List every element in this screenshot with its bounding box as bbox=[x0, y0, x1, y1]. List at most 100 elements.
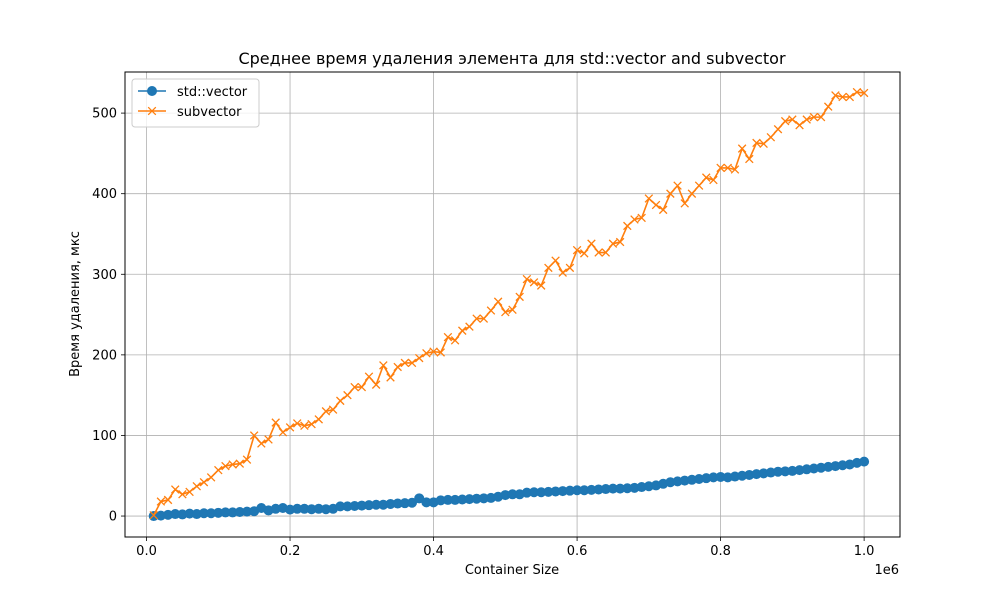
subvector-point bbox=[321, 407, 331, 416]
std-vector-point bbox=[407, 497, 418, 508]
x-tick-label: 0.8 bbox=[710, 544, 731, 559]
subvector-point bbox=[615, 237, 625, 247]
subvector-point bbox=[292, 419, 302, 428]
subvector-point bbox=[379, 361, 388, 370]
subvector-point bbox=[723, 163, 733, 173]
subvector-point bbox=[278, 427, 288, 437]
subvector-point bbox=[623, 221, 632, 231]
subvector-point bbox=[673, 181, 682, 190]
subvector-point bbox=[393, 362, 402, 372]
subvector-point bbox=[773, 124, 783, 134]
subvector-point bbox=[601, 248, 611, 257]
subvector-point bbox=[199, 477, 209, 487]
subvector-point bbox=[414, 353, 424, 363]
subvector-point bbox=[816, 112, 826, 122]
subvector-point bbox=[300, 421, 309, 431]
subvector-point bbox=[170, 485, 180, 494]
subvector-point bbox=[242, 455, 252, 464]
subvector-point bbox=[178, 490, 187, 499]
subvector-point bbox=[443, 332, 453, 342]
subvector-point bbox=[479, 314, 489, 323]
subvector-point bbox=[328, 405, 338, 414]
subvector-point bbox=[192, 481, 202, 491]
y-axis-label: Время удаления, мкс bbox=[68, 231, 83, 377]
y-tick-label: 500 bbox=[92, 107, 117, 122]
subvector-point bbox=[766, 133, 776, 142]
subvector-point bbox=[249, 431, 259, 440]
subvector-point bbox=[314, 415, 324, 424]
subvector-point bbox=[429, 347, 438, 356]
x-tick-label: 1.0 bbox=[854, 544, 875, 559]
subvector-point bbox=[544, 263, 553, 273]
subvector-point bbox=[716, 163, 725, 173]
subvector-point bbox=[666, 189, 675, 198]
subvector-point bbox=[579, 249, 589, 258]
subvector-point bbox=[458, 326, 467, 335]
y-tick-label: 400 bbox=[92, 187, 117, 202]
axis-ticks: 0.0 0.2 0.4 0.6 0.8 1.0 0 100 200 300 400 500 bbox=[92, 107, 874, 559]
subvector-point bbox=[831, 91, 840, 100]
legend: std::vector subvector bbox=[131, 78, 260, 128]
y-tick-label: 100 bbox=[92, 429, 117, 444]
subvector-point bbox=[371, 380, 381, 389]
legend-marker-std-vector bbox=[147, 86, 157, 96]
std-vector-point bbox=[859, 456, 870, 467]
series-std-vector bbox=[148, 456, 870, 522]
subvector-point bbox=[515, 292, 524, 302]
subvector-point bbox=[780, 116, 790, 126]
subvector-point bbox=[522, 274, 532, 284]
subvector-point bbox=[587, 239, 596, 248]
x-axis-label: Container Size bbox=[465, 563, 559, 578]
subvector-point bbox=[221, 461, 230, 471]
x-offset-label: 1e6 bbox=[874, 563, 899, 578]
subvector-point bbox=[823, 102, 833, 111]
legend-markers bbox=[138, 86, 166, 116]
subvector-point bbox=[745, 154, 754, 164]
subvector-point bbox=[206, 473, 216, 482]
x-tick-label: 0.4 bbox=[423, 544, 444, 559]
subvector-point bbox=[536, 281, 546, 290]
subvector-point bbox=[752, 138, 761, 148]
subvector-point bbox=[357, 382, 367, 392]
subvector-point bbox=[486, 306, 496, 315]
subvector-point bbox=[285, 423, 295, 432]
subvector-point bbox=[228, 460, 237, 469]
subvector-point bbox=[307, 419, 316, 429]
subvector-point bbox=[838, 92, 847, 102]
subvector-point bbox=[364, 372, 374, 381]
legend-label-std-vector: std::vector bbox=[177, 85, 248, 100]
subvector-point bbox=[472, 314, 481, 323]
chart-title: Среднее время удаления элемента для std:… bbox=[238, 49, 785, 68]
subvector-point bbox=[436, 348, 446, 357]
plot-frame bbox=[124, 71, 901, 538]
subvector-point bbox=[407, 358, 417, 368]
subvector-point bbox=[701, 173, 711, 182]
subvector-point bbox=[450, 336, 460, 345]
subvector-point bbox=[235, 459, 245, 468]
subvector-point bbox=[709, 175, 718, 185]
subvector-point bbox=[214, 465, 223, 475]
subvector-point bbox=[565, 263, 575, 273]
subvector-point bbox=[637, 213, 646, 223]
series-subvector bbox=[149, 87, 869, 520]
y-tick-label: 200 bbox=[92, 348, 117, 363]
subvector-point bbox=[859, 88, 869, 98]
subvector-point bbox=[644, 194, 654, 203]
subvector-point bbox=[343, 390, 352, 400]
subvector-point bbox=[264, 435, 273, 444]
subvector-point bbox=[551, 256, 560, 265]
subvector-point bbox=[163, 495, 173, 505]
subvector-point bbox=[788, 115, 797, 124]
subvector-point bbox=[608, 239, 618, 248]
subvector-point bbox=[658, 205, 668, 215]
subvector-point bbox=[350, 382, 359, 392]
subvector-point bbox=[156, 497, 166, 506]
subvector-point bbox=[422, 348, 431, 358]
legend-marker-subvector bbox=[147, 106, 157, 116]
subvector-point bbox=[257, 439, 266, 448]
subvector-point bbox=[572, 245, 582, 255]
subvector-point bbox=[529, 278, 539, 287]
subvector-point bbox=[651, 200, 661, 210]
subvector-point bbox=[845, 92, 855, 102]
